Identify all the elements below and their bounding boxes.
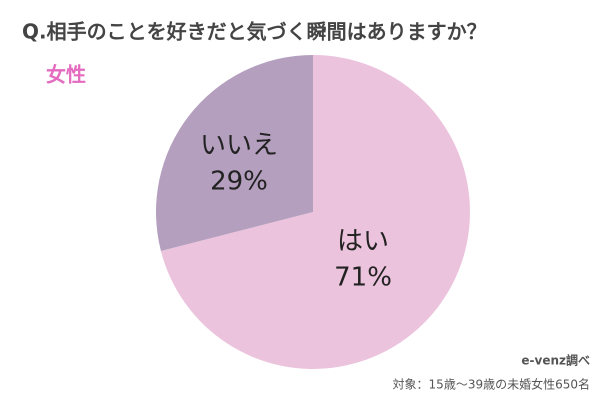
pie-slice xyxy=(160,55,471,369)
slice-label: いいえ xyxy=(200,130,278,160)
chart-title: Q.相手のことを好きだと気づく瞬間はありますか？ xyxy=(22,20,487,44)
pie: はい 71% いいえ 29% xyxy=(156,55,471,369)
pie-slice xyxy=(156,55,313,252)
slice-label: はい xyxy=(337,227,389,257)
value-label: 71% xyxy=(334,263,392,293)
value-label: 29% xyxy=(210,166,268,196)
chart-subtitle: 女性 xyxy=(46,63,86,87)
source-note: e-venz調べ xyxy=(521,353,590,368)
sample-note: 対象：15歳〜39歳の未婚女性650名 xyxy=(393,377,590,392)
